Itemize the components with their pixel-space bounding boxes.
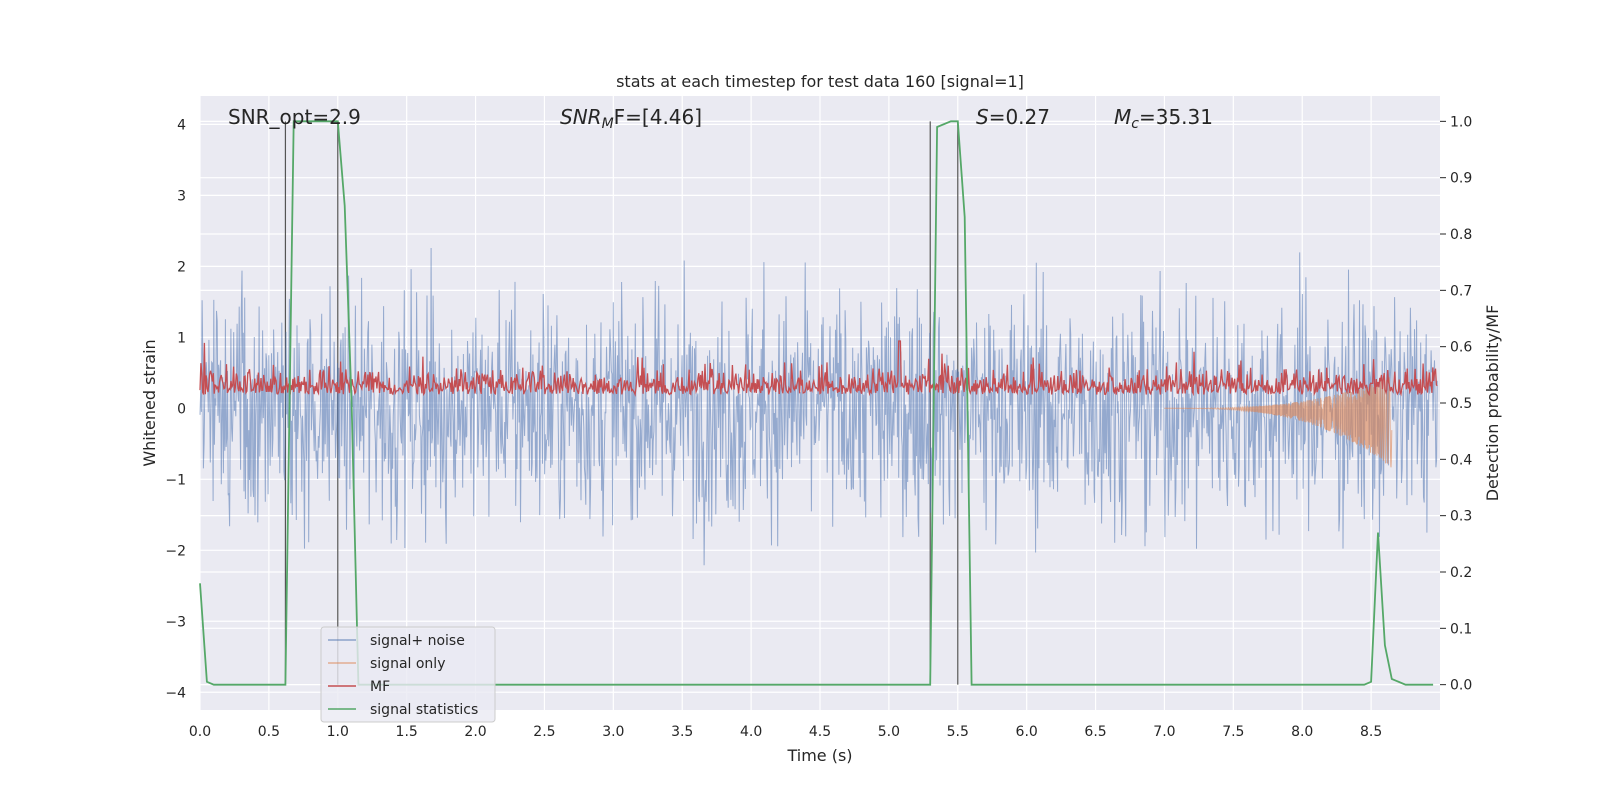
legend-label-signal-statistics: signal statistics [370, 702, 478, 718]
annotation-mc-label: M [1114, 105, 1131, 129]
annotation-mc-value: =35.31 [1139, 105, 1213, 129]
signal-statistics-line [199, 120, 1434, 686]
x-tick-label: 7.5 [1222, 724, 1244, 740]
annotation-snr-opt: SNR_opt=2.9 [228, 105, 361, 129]
mf-line [199, 340, 1438, 397]
x-axis-label: Time (s) [786, 746, 852, 765]
series-signal-statistics [199, 120, 1434, 686]
y2-tick-label: 0.3 [1450, 509, 1472, 525]
x-tick-label: 8.0 [1291, 724, 1313, 740]
y-tick-label: 0 [177, 401, 186, 417]
x-tick-label: 2.5 [533, 724, 555, 740]
annotation-snr-mf-value: F=[4.46] [614, 105, 702, 129]
y-tick-label: 3 [177, 188, 186, 204]
x-tick-labels: 0.0 0.5 1.0 1.5 2.0 2.5 3.0 3.5 4.0 4.5 5.0 5.5 6.0 6… [189, 724, 1382, 740]
legend-box [320, 626, 496, 723]
y-tick-labels: −4 −3 −2 −1 0 1 2 3 4 [165, 117, 186, 701]
series-mf [199, 340, 1438, 397]
y-tick-label: −4 [165, 685, 186, 701]
annotation-mc-sub: c [1131, 116, 1139, 132]
y-tick-label: −2 [165, 543, 186, 559]
chart-title: stats at each timestep for test data 160… [616, 72, 1024, 91]
x-tick-label: 6.0 [1016, 724, 1038, 740]
y-tick-label: 2 [177, 259, 186, 275]
annotation-s: S=0.27 [976, 105, 1050, 129]
y2-tick-label: 0.9 [1450, 171, 1472, 187]
x-tick-label: 7.0 [1153, 724, 1175, 740]
series-signal-only [1164, 377, 1393, 468]
y2-tick-label: 0.0 [1450, 678, 1472, 694]
annotation-snr-mf-sub: M [602, 116, 614, 132]
y-tick-label: 1 [177, 330, 186, 346]
legend: signal+ noise signal only MF signal stat… [320, 626, 496, 723]
y2-tick-label: 0.8 [1450, 227, 1472, 243]
y-tick-label: −3 [165, 614, 186, 630]
y2-tick-labels: 0.0 0.1 0.2 0.3 0.4 0.5 0.6 0.7 0.8 0.9 1.0 [1440, 114, 1472, 694]
x-tick-label: 5.5 [947, 724, 969, 740]
x-tick-label: 4.0 [740, 724, 762, 740]
legend-label-mf: MF [370, 679, 390, 695]
y-tick-label: −1 [165, 472, 186, 488]
legend-label-signal-noise: signal+ noise [370, 633, 465, 649]
x-tick-label: 0.5 [258, 724, 280, 740]
x-tick-label: 6.5 [1084, 724, 1106, 740]
y2-tick-label: 0.7 [1450, 283, 1472, 299]
y2-tick-label: 0.6 [1450, 340, 1472, 356]
signal-only-line [1164, 377, 1393, 468]
x-tick-label: 8.5 [1360, 724, 1382, 740]
x-tick-label: 0.0 [189, 724, 211, 740]
y2-tick-label: 0.1 [1450, 621, 1472, 637]
x-tick-label: 4.5 [809, 724, 831, 740]
y2-tick-label: 0.5 [1450, 396, 1472, 412]
annotation-s-value: =0.27 [989, 105, 1050, 129]
annotation-snr-mf: SNRMF=[4.46] [560, 105, 702, 132]
y-tick-label: 4 [177, 117, 186, 133]
x-tick-label: 5.0 [878, 724, 900, 740]
annotation-snr-mf-label: SNR [560, 105, 602, 129]
x-tick-label: 3.0 [602, 724, 624, 740]
y2-axis-label: Detection probability/MF [1483, 305, 1502, 502]
annotation-s-label: S [976, 105, 989, 129]
x-tick-label: 2.0 [464, 724, 486, 740]
y2-tick-label: 0.4 [1450, 452, 1472, 468]
y2-tick-label: 1.0 [1450, 114, 1472, 130]
x-tick-label: 1.5 [396, 724, 418, 740]
y-axis-label: Whitened strain [140, 339, 159, 466]
x-tick-label: 3.5 [671, 724, 693, 740]
legend-label-signal-only: signal only [370, 656, 445, 672]
annotation-mc: Mc=35.31 [1114, 105, 1213, 132]
x-tick-label: 1.0 [327, 724, 349, 740]
y2-tick-label: 0.2 [1450, 565, 1472, 581]
